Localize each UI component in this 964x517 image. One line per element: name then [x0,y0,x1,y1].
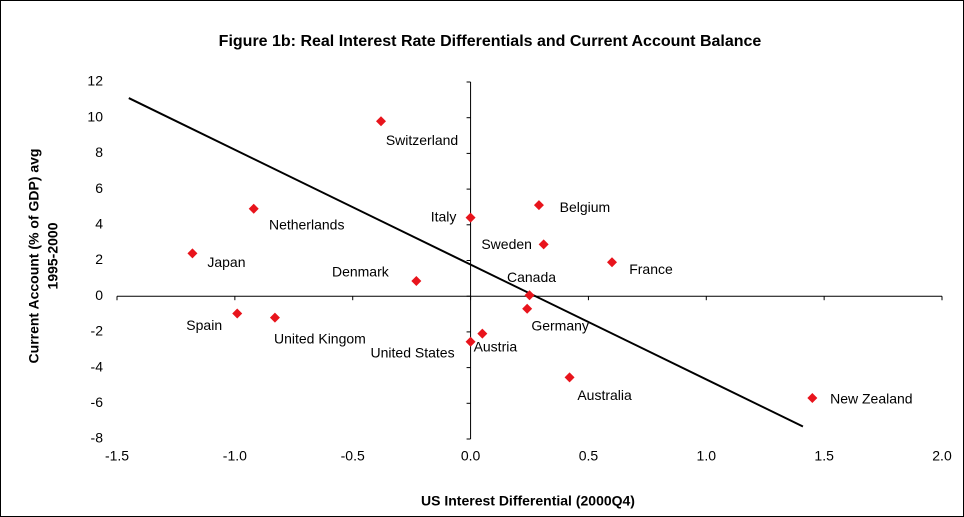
point [477,328,488,339]
point-label: Australia [577,387,632,403]
point-label: Belgium [560,199,611,215]
point-label: New Zealand [830,391,913,407]
point [187,248,198,259]
x-tick-label: -1.0 [223,448,247,464]
point-label: Switzerland [386,132,458,148]
x-tick-label: 0.0 [461,448,481,464]
point-label: France [629,261,673,277]
point [376,116,386,127]
point [807,392,818,403]
point [564,372,575,383]
x-tick-label: 1.0 [697,448,717,464]
point-label: Sweden [481,236,532,252]
point-label: Austria [474,338,518,354]
y-tick-label: -6 [91,394,104,410]
point [607,257,617,268]
point [533,200,544,211]
y-tick-label: 8 [95,144,103,160]
y-tick-label: 10 [87,108,103,124]
point [524,290,535,301]
x-axis-title: US Interest Differential (2000Q4) [421,493,635,509]
trend-line [128,97,804,428]
y-tick-label: -2 [91,323,104,339]
y-tick-label: 4 [95,216,103,232]
x-tick-label: 0.5 [579,448,599,464]
point [522,303,533,314]
y-axis-title: 1995-2000 [45,222,61,289]
x-tick-label: -0.5 [341,448,365,464]
point-label: Netherlands [269,216,345,232]
y-tick-label: 2 [95,251,103,267]
point-label: Spain [186,317,222,333]
point-label: Denmark [332,264,390,280]
y-tick-label: 6 [95,180,103,196]
x-tick-label: 1.5 [814,448,834,464]
y-tick-label: 12 [87,73,103,89]
point-label: Japan [207,254,245,270]
point [465,212,476,223]
x-tick-label: -1.5 [105,448,129,464]
y-tick-label: -4 [91,358,104,374]
point-label: Germany [531,317,589,333]
point [269,312,280,323]
y-axis-title: Current Account (% of GDP) avg [26,149,42,364]
y-tick-label: -8 [91,430,104,446]
point [232,308,243,319]
x-tick-label: 2.0 [932,448,952,464]
point-label: Canada [507,269,556,285]
point [411,276,422,287]
point-label: United States [371,344,455,360]
point-label: United Kingom [274,330,366,346]
y-tick-label: 0 [95,287,103,303]
point [538,239,549,250]
point [465,336,476,347]
point-label: Italy [431,208,457,224]
chart-title: Figure 1b: Real Interest Rate Differenti… [219,33,762,50]
point [248,203,259,214]
